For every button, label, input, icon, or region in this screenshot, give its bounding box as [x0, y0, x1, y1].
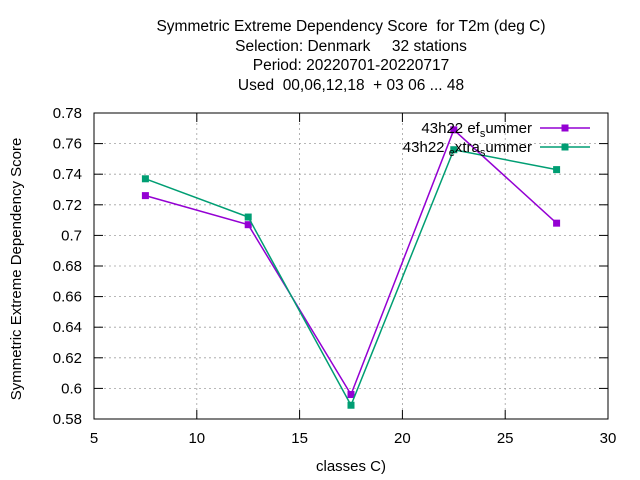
- legend-marker-1: [561, 124, 569, 132]
- y-tick-label: 0.72: [53, 197, 82, 214]
- data-point-series-1: [347, 391, 355, 399]
- legend-marker-2: [561, 143, 569, 151]
- x-tick-label: 5: [90, 430, 98, 447]
- y-tick-label: 0.66: [53, 289, 82, 306]
- plot-frame: [93, 112, 609, 420]
- y-tick-label: 0.64: [53, 319, 82, 336]
- data-point-series-1: [553, 219, 561, 227]
- title-line-1: Symmetric Extreme Dependency Score for T…: [156, 18, 546, 35]
- data-point-series-2: [553, 166, 561, 174]
- data-point-series-2: [450, 146, 458, 154]
- grid-lines: [94, 113, 608, 419]
- x-tick-label: 10: [188, 430, 205, 447]
- y-tick-label: 0.68: [53, 258, 82, 275]
- y-tick-labels: 0.58 0.6 0.62 0.64 0.66 0.68 0.7 0.72 0.74 0.76 0.…: [53, 105, 82, 428]
- x-tick-label: 30: [600, 430, 617, 447]
- y-tick-label: 0.58: [53, 411, 82, 428]
- data-point-series-2: [244, 213, 252, 221]
- series-line-2: [145, 148, 557, 407]
- series-line-1: [145, 128, 558, 397]
- title-line-3: Period: 20220701-20220717: [252, 57, 450, 75]
- y-tick-label: 0.78: [53, 105, 82, 122]
- data-point-series-2: [141, 175, 149, 183]
- data-point-series-2: [347, 401, 355, 409]
- y-tick-label: 0.76: [53, 136, 82, 153]
- series: [141, 126, 561, 409]
- y-tick-label: 0.74: [53, 166, 82, 183]
- x-tick-label: 20: [394, 430, 411, 447]
- y-tick-label: 0.6: [61, 380, 82, 397]
- chart-title: Symmetric Extreme Dependency Score for T…: [94, 17, 608, 95]
- title-line-2: Selection: Denmark 32 stations: [235, 37, 467, 55]
- legend-label-1: 43h22 efsummer: [421, 120, 532, 140]
- x-tick-labels: 5 10 15 20 25 30: [90, 430, 617, 447]
- title-line-4: Used 00,06,12,18 + 03 06 ... 48: [237, 76, 465, 94]
- legend: 43h22 efsummer 43h22 extrasummer: [403, 120, 590, 159]
- y-tick-label: 0.7: [61, 227, 82, 244]
- data-point-series-1: [244, 221, 252, 229]
- y-axis-label: Symmetric Extreme Dependency Score: [8, 138, 25, 401]
- x-axis-label: classes C): [316, 458, 386, 475]
- legend-label-2: 43h22 extrasummer: [403, 139, 532, 159]
- data-point-series-1: [141, 192, 149, 200]
- y-tick-label: 0.62: [53, 350, 82, 367]
- x-tick-label: 25: [497, 430, 514, 447]
- x-tick-label: 15: [291, 430, 308, 447]
- data-point-series-1: [450, 126, 458, 134]
